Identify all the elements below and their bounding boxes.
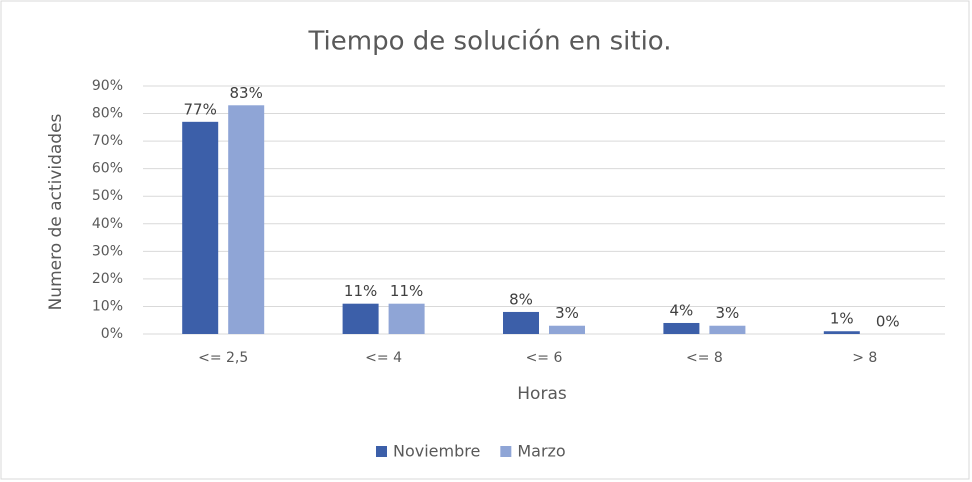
y-tick-label: 90% bbox=[92, 78, 123, 94]
chart-title: Tiempo de solución en sitio. bbox=[307, 27, 671, 57]
y-tick-label: 70% bbox=[92, 133, 123, 149]
x-tick-label: <= 8 bbox=[686, 350, 723, 366]
data-label: 0% bbox=[876, 313, 900, 331]
data-label: 3% bbox=[716, 304, 740, 322]
bar bbox=[388, 303, 425, 334]
bar bbox=[503, 311, 539, 334]
legend-label: Marzo bbox=[517, 442, 565, 461]
legend-label: Noviembre bbox=[393, 442, 480, 461]
x-tick-label: > 8 bbox=[852, 350, 877, 366]
x-tick-label: <= 2,5 bbox=[198, 350, 248, 366]
x-tick-label: <= 4 bbox=[365, 350, 402, 366]
bar bbox=[549, 325, 585, 334]
x-tick-label: <= 6 bbox=[526, 350, 563, 366]
data-label: 3% bbox=[555, 304, 579, 322]
legend-swatch bbox=[376, 446, 387, 457]
y-tick-label: 10% bbox=[92, 298, 123, 314]
y-tick-label: 30% bbox=[92, 243, 123, 259]
legend-swatch bbox=[500, 446, 512, 457]
y-tick-label: 60% bbox=[92, 161, 123, 177]
data-label: 1% bbox=[830, 310, 854, 328]
y-axis-label: Numero de actividades bbox=[46, 113, 66, 310]
data-label: 77% bbox=[184, 100, 217, 118]
x-axis-label: Horas bbox=[517, 384, 567, 404]
y-tick-label: 80% bbox=[92, 106, 123, 122]
bar bbox=[228, 105, 265, 335]
bar bbox=[823, 331, 860, 334]
y-tick-label: 40% bbox=[92, 216, 123, 232]
data-label: 83% bbox=[230, 84, 263, 102]
data-label: 8% bbox=[509, 290, 533, 308]
bar bbox=[182, 121, 219, 334]
y-tick-label: 20% bbox=[92, 271, 123, 287]
y-tick-label: 0% bbox=[101, 326, 123, 342]
bar bbox=[663, 322, 700, 334]
bar bbox=[709, 325, 746, 334]
y-tick-label: 50% bbox=[92, 188, 123, 204]
data-label: 11% bbox=[344, 282, 377, 300]
data-label: 4% bbox=[670, 301, 694, 319]
data-label: 11% bbox=[390, 282, 423, 300]
bar bbox=[342, 303, 379, 334]
